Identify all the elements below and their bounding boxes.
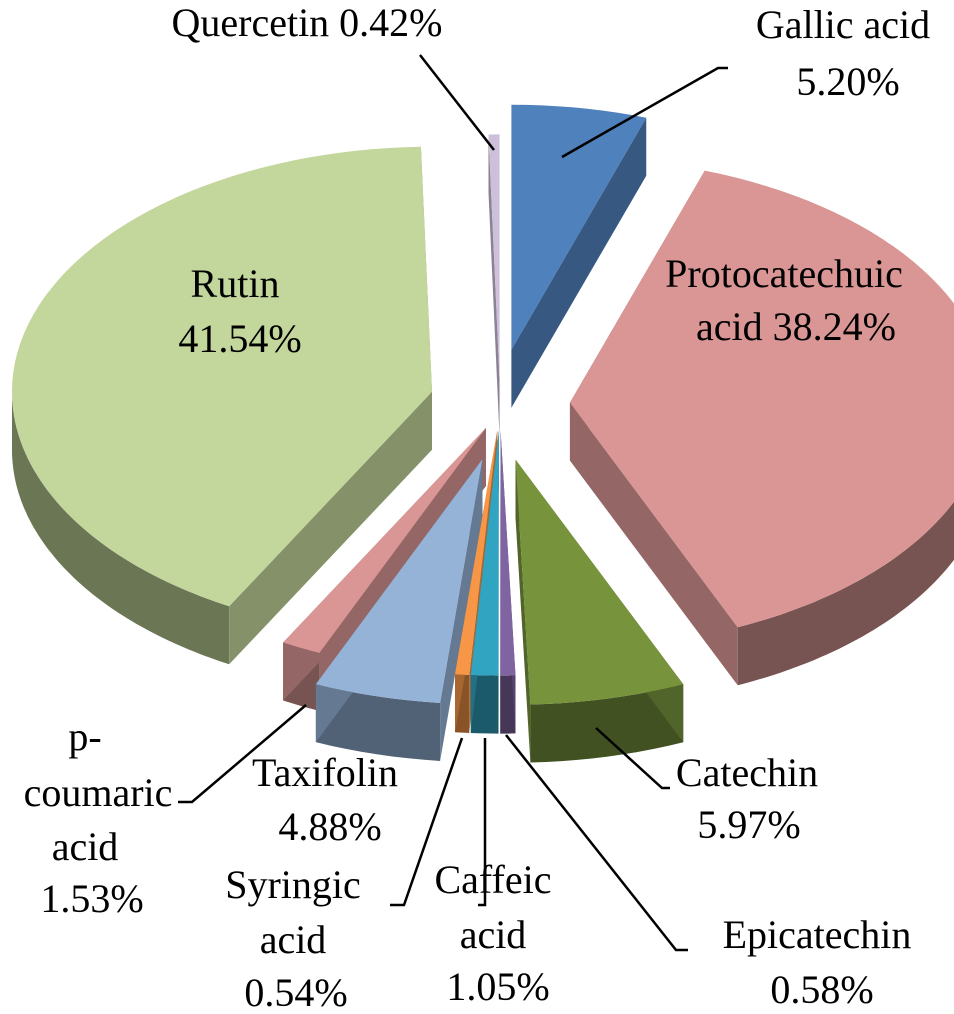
slice-side-9-0 <box>488 134 500 438</box>
leader-quercetin <box>419 54 495 151</box>
label-catechin: Catechin 5.97% <box>676 750 828 847</box>
label-protocatechuic: Protocatechuic acid 38.24% <box>665 251 913 349</box>
label-quercetin: Quercetin 0.42% <box>171 0 442 45</box>
label-rutin: Rutin 41.54% <box>178 261 301 361</box>
slice-rutin <box>12 146 432 607</box>
slice-side-6-0 <box>440 459 483 761</box>
slice-side-0-1 <box>511 117 647 408</box>
slice-wall-2 <box>530 684 684 763</box>
slice-gallic-acid <box>511 104 647 350</box>
leader-epicatechin <box>505 734 688 952</box>
label-gallic: Gallic acid 5.20% <box>756 2 940 104</box>
slice-wall-6 <box>315 684 441 761</box>
label-epicatechin: Epicatechin 0.58% <box>723 912 922 1012</box>
slice-protocatechuic-acid <box>569 170 954 628</box>
slice-side-2-1 <box>515 459 531 763</box>
slice-quercetin <box>488 134 500 380</box>
slice-wall-1 <box>737 501 954 686</box>
leader-syringic <box>390 737 464 907</box>
leader-lines <box>178 54 728 952</box>
slice-wall-4 <box>470 675 499 734</box>
pie-slices <box>12 104 954 763</box>
leader-coumaric <box>178 704 307 804</box>
label-caffeic: Caffeic acid 1.05% <box>435 857 562 1009</box>
slice-side-8-0 <box>229 391 432 665</box>
leader-gallic <box>561 66 728 159</box>
slice-catechin <box>515 459 684 705</box>
slice-labels: Gallic acid 5.20% Quercetin 0.42% Protoc… <box>24 0 940 1014</box>
slice-side-1-1 <box>569 402 738 686</box>
slice-caffeic-acid <box>470 430 499 676</box>
slice-syringic-acid <box>455 430 498 675</box>
slice-epicatechin <box>500 430 516 676</box>
slice-p-coumaric-acid <box>283 427 486 653</box>
slice-wall-8 <box>12 391 230 665</box>
slice-wall-3 <box>500 675 516 734</box>
slice-taxifolin <box>315 459 483 703</box>
label-syringic: Syringic acid 0.54% <box>225 862 371 1014</box>
label-coumaric: p- coumaric acid 1.53% <box>24 714 183 921</box>
leader-catechin <box>595 727 670 790</box>
label-taxifolin: Taxifolin 4.88% <box>252 750 408 849</box>
leader-caffeic <box>478 738 487 907</box>
